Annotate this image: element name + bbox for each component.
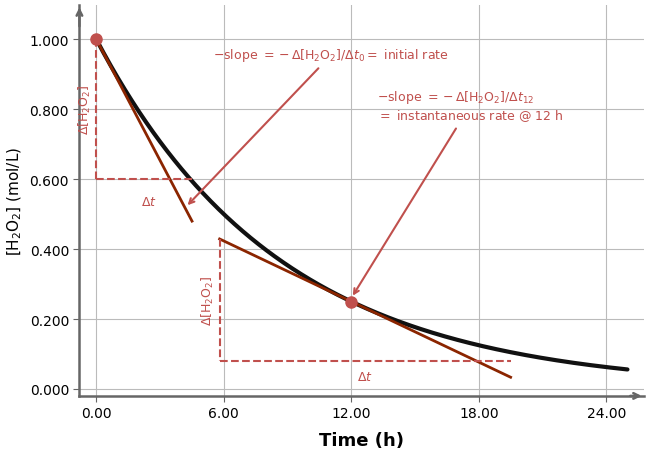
X-axis label: Time (h): Time (h): [319, 431, 404, 450]
Text: $\Delta$[H$_2$O$_2$]: $\Delta$[H$_2$O$_2$]: [77, 85, 93, 135]
Text: $\Delta$[H$_2$O$_2$]: $\Delta$[H$_2$O$_2$]: [200, 275, 216, 325]
Text: $\Delta t$: $\Delta t$: [141, 196, 157, 208]
Text: $\Delta t$: $\Delta t$: [358, 370, 373, 383]
Y-axis label: [H$_2$O$_2$] (mol/L): [H$_2$O$_2$] (mol/L): [6, 147, 24, 255]
Text: $-$slope $= -\Delta$[H$_2$O$_2$]$/\Delta t_0 = $ initial rate: $-$slope $= -\Delta$[H$_2$O$_2$]$/\Delta…: [189, 47, 449, 204]
Text: $-$slope $= -\Delta$[H$_2$O$_2$]$/\Delta t_{12}$
$=$ instantaneous rate @ 12 h: $-$slope $= -\Delta$[H$_2$O$_2$]$/\Delta…: [354, 89, 564, 294]
